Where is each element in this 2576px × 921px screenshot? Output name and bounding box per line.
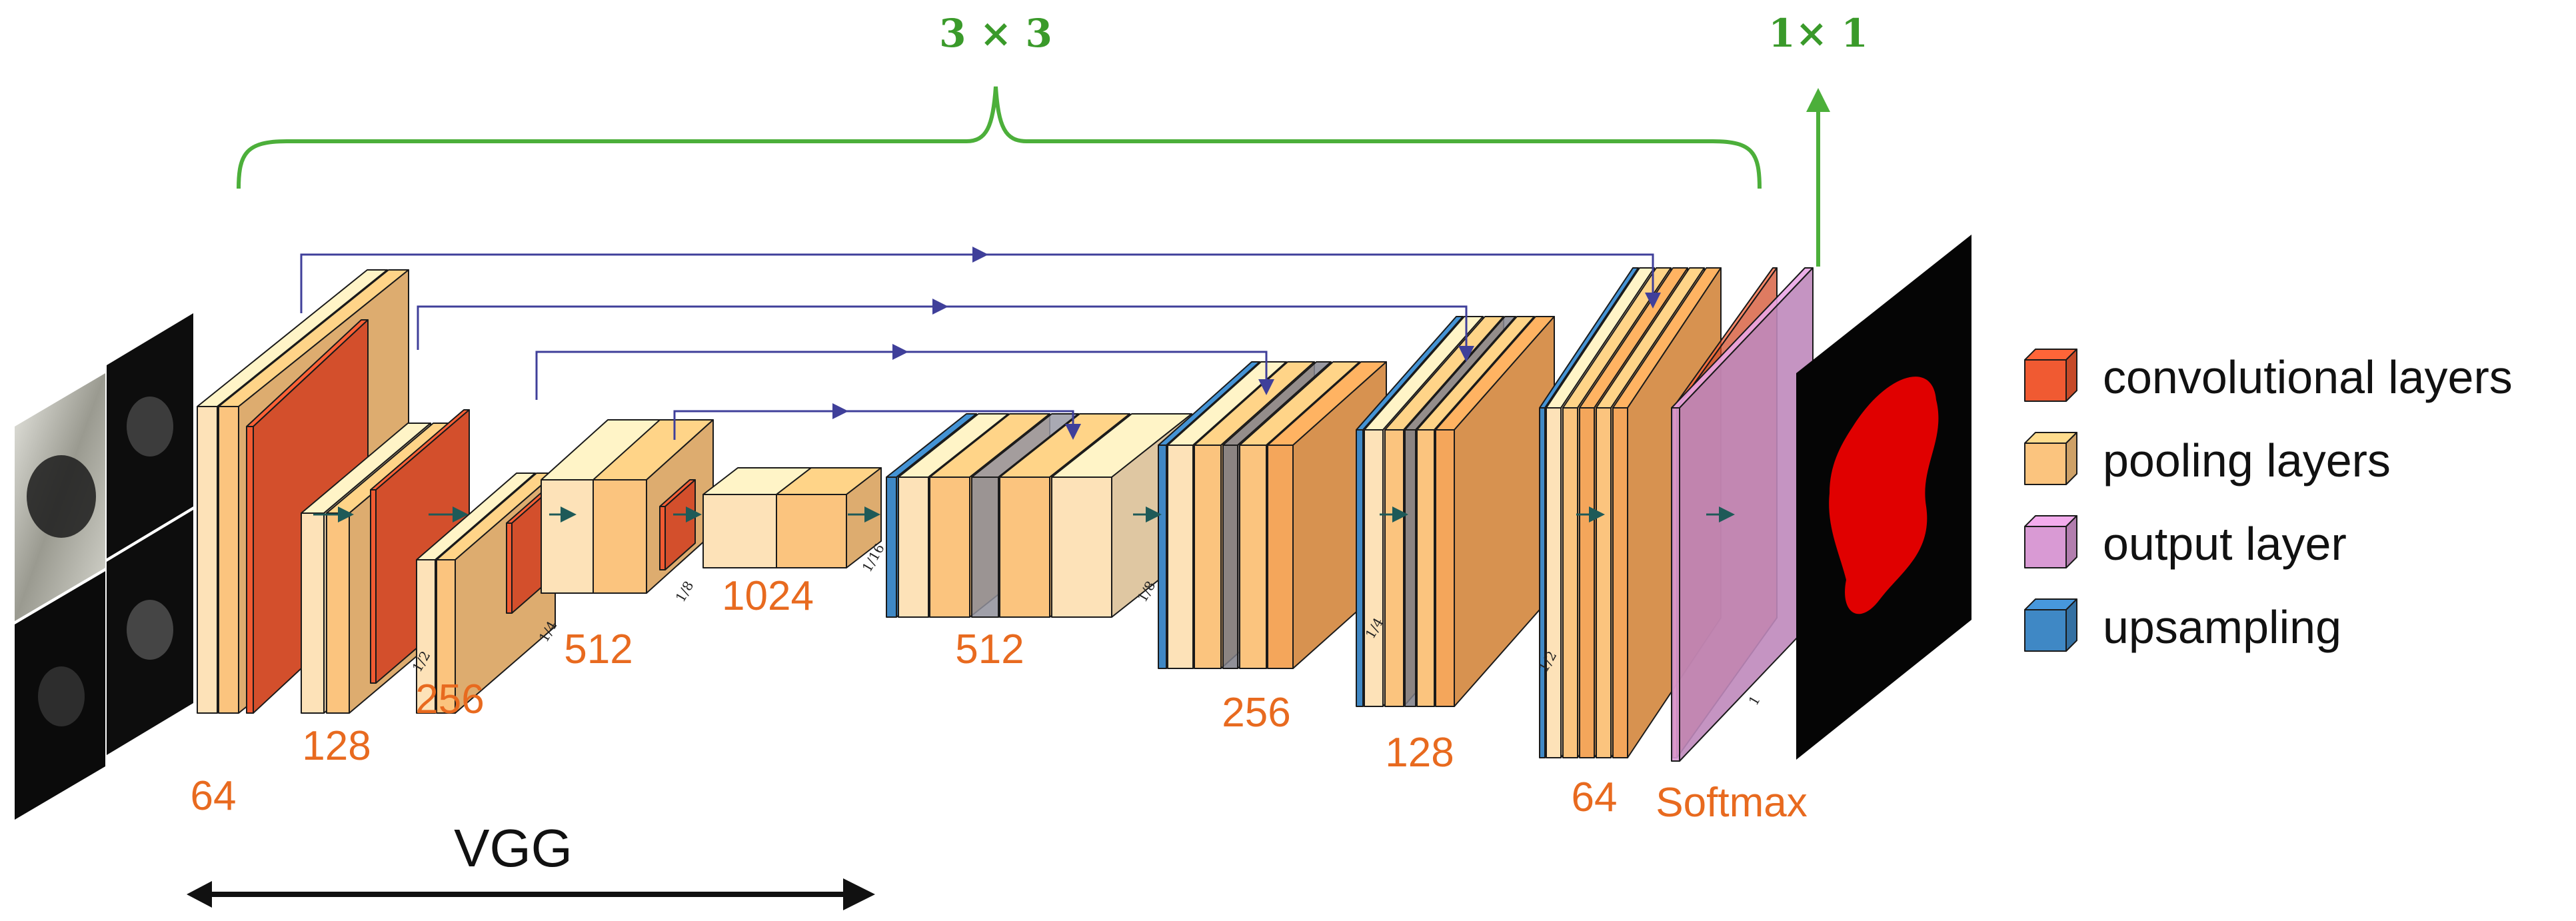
kernel-label-final: 1× 1 (1768, 11, 1868, 56)
decoder-128-slab-d-front (1435, 429, 1455, 707)
legend-item-pooling-layers: pooling layers (2024, 432, 2391, 486)
legend-swatch-front (2024, 526, 2067, 568)
decoder-64-slab-d-front (1596, 407, 1612, 758)
decoder-256-slab-c-front (1239, 445, 1267, 669)
decoder-512-slab-b-front (929, 476, 970, 618)
decoder-64-slab-b-front (1562, 407, 1578, 758)
bottleneck-block-b-front (776, 494, 847, 568)
encoder-64-conv-front (246, 426, 254, 714)
decoder-128-slab-d (1435, 316, 1555, 707)
decoder-256-upsample-front (1158, 445, 1167, 669)
decoder-128-concat-front (1404, 429, 1416, 707)
vgg-span: VGG (187, 818, 875, 910)
decoder-64-upsample-front (1539, 407, 1546, 758)
decoder-512-slab-d-front (1051, 476, 1112, 618)
input-image-dark-bottom-detail (38, 666, 85, 726)
decoder-256-slab-b-front (1194, 445, 1222, 669)
encoder-label-128: 128 (302, 723, 371, 769)
legend-item-output-layer: output layer (2024, 515, 2347, 570)
encoder-label-256: 256 (415, 676, 484, 722)
decoder-128-slab-c-front (1416, 429, 1435, 707)
encoder-512-conv-front (659, 506, 666, 570)
input-image-gray-top-detail (127, 397, 173, 457)
decoder-label-64: 64 (1572, 774, 1618, 820)
skip-connections (300, 247, 1661, 440)
channel-labels: 64 128 256 512 1024 512 256 128 64 Softm… (191, 573, 1808, 826)
output-label-softmax: Softmax (1656, 780, 1807, 826)
encoder-128-slab-b-front (326, 512, 350, 714)
skip-connection-64 (300, 253, 1661, 313)
decoder-64-slab-c-front (1579, 407, 1595, 758)
decoder-256-concat-front (1222, 445, 1238, 669)
decoder-256-slab-d-front (1267, 445, 1294, 669)
decoder-128-slab-b-front (1384, 429, 1404, 707)
legend: convolutional layers pooling layers output… (2024, 349, 2513, 653)
output-layer-front (1671, 407, 1680, 762)
scale-tick-encoder-1-8: 1/8 (672, 578, 697, 605)
encoder-512-slab-b-front (593, 479, 647, 594)
decoder-512-concat-front (971, 476, 999, 618)
vgg-label: VGG (454, 818, 573, 878)
vgg-span-arrow-left-head (187, 881, 212, 908)
legend-item-upsampling: upsampling (2024, 598, 2341, 653)
encoder-256-slab-a-front (416, 559, 436, 714)
encoder-512-conv (659, 479, 696, 570)
bottleneck-block-a-front (702, 494, 777, 568)
encoder-256-slab-b-front (436, 559, 456, 714)
kernel-bracket-path (237, 86, 1762, 189)
encoder-label-64: 64 (191, 773, 237, 819)
decoder-64-slab-a-front (1546, 407, 1562, 758)
encoder-label-512: 512 (564, 626, 633, 672)
decoder-256-slab-a-front (1167, 445, 1194, 669)
legend-label: convolutional layers (2103, 351, 2513, 403)
decoder-label-128: 128 (1385, 730, 1454, 776)
legend-swatch-front (2024, 359, 2067, 402)
legend-label: output layer (2103, 518, 2347, 570)
kernel-label-conv: 3 × 3 (939, 11, 1052, 56)
decoder-128-slab-a-front (1364, 429, 1384, 707)
scale-tick-output-1: 1 (1746, 692, 1764, 708)
encoder-512-slab-a-front (541, 479, 595, 594)
encoder-64-slab-b-front (218, 406, 239, 714)
encoder-64-slab-a-front (197, 406, 218, 714)
decoder-512-upsample-front (886, 476, 897, 618)
bottleneck-block-b (776, 467, 882, 568)
skip-connection-512 (673, 410, 1081, 440)
input-images (15, 313, 193, 820)
decoder-label-512: 512 (955, 626, 1024, 672)
decoder-512-slab-c-front (999, 476, 1050, 618)
output-layer (1671, 267, 1814, 762)
legend-swatch-front (2024, 443, 2067, 485)
encoder-256-conv-front (506, 522, 513, 614)
skip-connection-256 (535, 351, 1274, 400)
decoder-128-upsample-front (1356, 429, 1364, 707)
layer-blocks (197, 267, 1814, 762)
input-image-lesion (27, 455, 96, 538)
output-mask (1829, 377, 1939, 614)
legend-swatch-front (2024, 609, 2067, 652)
output-segmentation-image (1796, 235, 1971, 760)
kernel-bracket (237, 86, 1830, 267)
encoder-128-conv-front (370, 489, 377, 684)
legend-label: pooling layers (2103, 435, 2391, 486)
decoder-label-256: 256 (1222, 690, 1290, 736)
decoder-512-slab-a-front (898, 476, 929, 618)
encoder-128-slab-a-front (301, 512, 325, 714)
encoder-label-1024: 1024 (722, 573, 814, 619)
legend-item-convolutional-layers: convolutional layers (2024, 349, 2513, 403)
legend-label: upsampling (2103, 601, 2341, 653)
decoder-64-slab-e-front (1612, 407, 1628, 758)
input-image-gray-bottom-detail (127, 600, 173, 660)
